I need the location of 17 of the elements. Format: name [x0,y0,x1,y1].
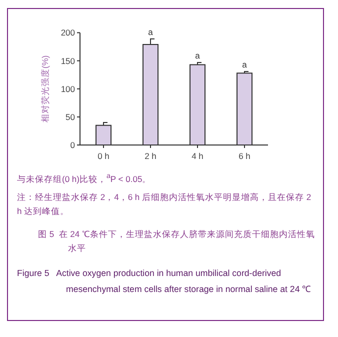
x-tick-label: 2 h [144,151,157,161]
y-tick-label: 0 [70,140,76,150]
annotation: a [242,59,248,70]
x-tick-label: 4 h [192,151,204,161]
y-tick-label: 100 [60,84,76,94]
x-tick-label: 6 h [238,151,251,161]
y-tick-label: 50 [66,112,76,122]
x-tick-label: 0 h [98,151,110,161]
annotation: a [148,26,154,37]
y-axis-title: 相对荧光强度(%) [40,55,50,122]
y-tick-label: 200 [60,28,76,38]
text: Figure 5 Active oxygen production in human umbilical cord-derived mesenchymal stem cells after storage in normal saline at 24 ℃ [16,267,312,296]
text: 图 5 在 24 ℃条件下，生理盐水保存人脐带来源间充质干细胞内活性氧水平 [37,228,316,255]
text: 注：经生理盐水保存 2，4，6 h 后细胞内活性氧水平明显增高，且在保存 2 h 达到峰值。 [17,191,312,218]
annotation: a [195,50,200,60]
text: 与未保存组(0 h)比较，$^{a}$P < 0.05。 [17,171,152,186]
y-tick-label: 150 [60,56,76,66]
